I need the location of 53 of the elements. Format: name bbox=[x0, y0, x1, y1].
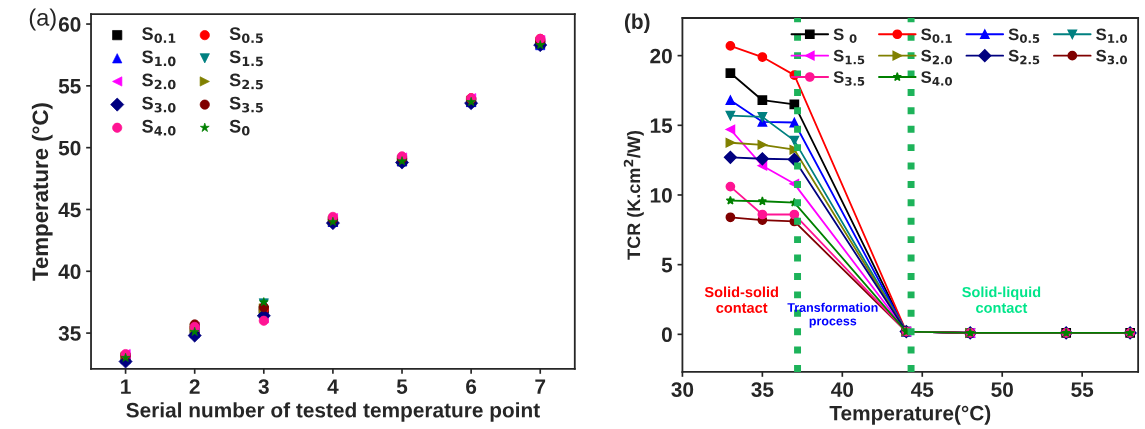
y-axis-title: Temperature (°C) bbox=[31, 103, 53, 281]
legend-label: S$_{3.0}$ bbox=[142, 96, 176, 113]
y-tick-label: 45 bbox=[58, 202, 81, 218]
legend-label: S$_{1.5}$ bbox=[833, 49, 865, 65]
chart-title: (a) bbox=[29, 8, 56, 31]
x-axis-title: Temperature(°C) bbox=[829, 405, 991, 425]
y-tick-label: 0 bbox=[661, 327, 672, 343]
legend-label: S$_{2.0}$ bbox=[142, 73, 176, 90]
annotation: Solid-solid contact bbox=[704, 286, 778, 313]
legend-label: S$_{2.5}$ bbox=[1008, 49, 1040, 65]
legend-label: S$_{0}$ bbox=[229, 119, 250, 136]
legend-label: S$_{2.0}$ bbox=[921, 49, 953, 65]
x-tick-label: 50 bbox=[991, 382, 1013, 397]
x-tick-label: 6 bbox=[466, 379, 477, 394]
y-tick-label: 50 bbox=[58, 140, 81, 156]
x-tick-label: 1 bbox=[121, 379, 131, 394]
y-tick-label: 55 bbox=[58, 79, 81, 94]
chart-title: (b) bbox=[624, 13, 650, 34]
x-tick-label: 35 bbox=[751, 382, 774, 397]
x-tick-label: 40 bbox=[831, 382, 854, 397]
y-tick-label: 40 bbox=[58, 264, 81, 280]
legend-label: S$_{0.1}$ bbox=[142, 27, 176, 43]
y-tick-label: 10 bbox=[650, 187, 672, 203]
legend-label: S$_{1.5}$ bbox=[229, 50, 263, 67]
legend-label: S$_{4.0}$ bbox=[142, 119, 176, 136]
annotation: Transformation process bbox=[787, 302, 878, 328]
legend-label: S$_{0.1}$ bbox=[921, 28, 952, 43]
legend-label: S$_{2.5}$ bbox=[229, 73, 263, 90]
legend-label: S $_{0}$ bbox=[833, 28, 857, 43]
y-tick-label: 15 bbox=[650, 118, 673, 134]
x-tick-label: 2 bbox=[189, 379, 200, 394]
legend-label: S$_{4.0}$ bbox=[921, 71, 953, 86]
y-tick-label: 5 bbox=[661, 257, 673, 273]
y-axis-title: TCR (K.cm$^{2}$/W) bbox=[623, 130, 644, 260]
x-tick-label: 7 bbox=[535, 379, 546, 394]
y-tick-label: 35 bbox=[58, 326, 81, 341]
legend-label: S$_{1.0}$ bbox=[142, 50, 176, 67]
x-tick-label: 45 bbox=[911, 382, 934, 397]
x-tick-label: 4 bbox=[327, 379, 339, 394]
legend-label: S$_{0.5}$ bbox=[1008, 28, 1040, 43]
legend-label: S$_{3.5}$ bbox=[229, 96, 263, 113]
legend-label: S$_{3.5}$ bbox=[833, 71, 865, 86]
x-tick-label: 5 bbox=[396, 379, 408, 394]
x-tick-label: 3 bbox=[258, 379, 269, 394]
x-axis-title: Serial number of tested temperature point bbox=[126, 402, 540, 422]
annotation: Solid-liquid contact bbox=[962, 286, 1041, 313]
y-tick-label: 20 bbox=[650, 48, 672, 64]
y-tick-label: 60 bbox=[58, 17, 81, 32]
x-tick-label: 55 bbox=[1071, 382, 1094, 397]
x-tick-label: 30 bbox=[671, 382, 694, 397]
legend-label: S$_{0.5}$ bbox=[229, 27, 263, 43]
legend-label: S$_{1.0}$ bbox=[1096, 28, 1128, 43]
legend-label: S$_{3.0}$ bbox=[1096, 49, 1128, 65]
